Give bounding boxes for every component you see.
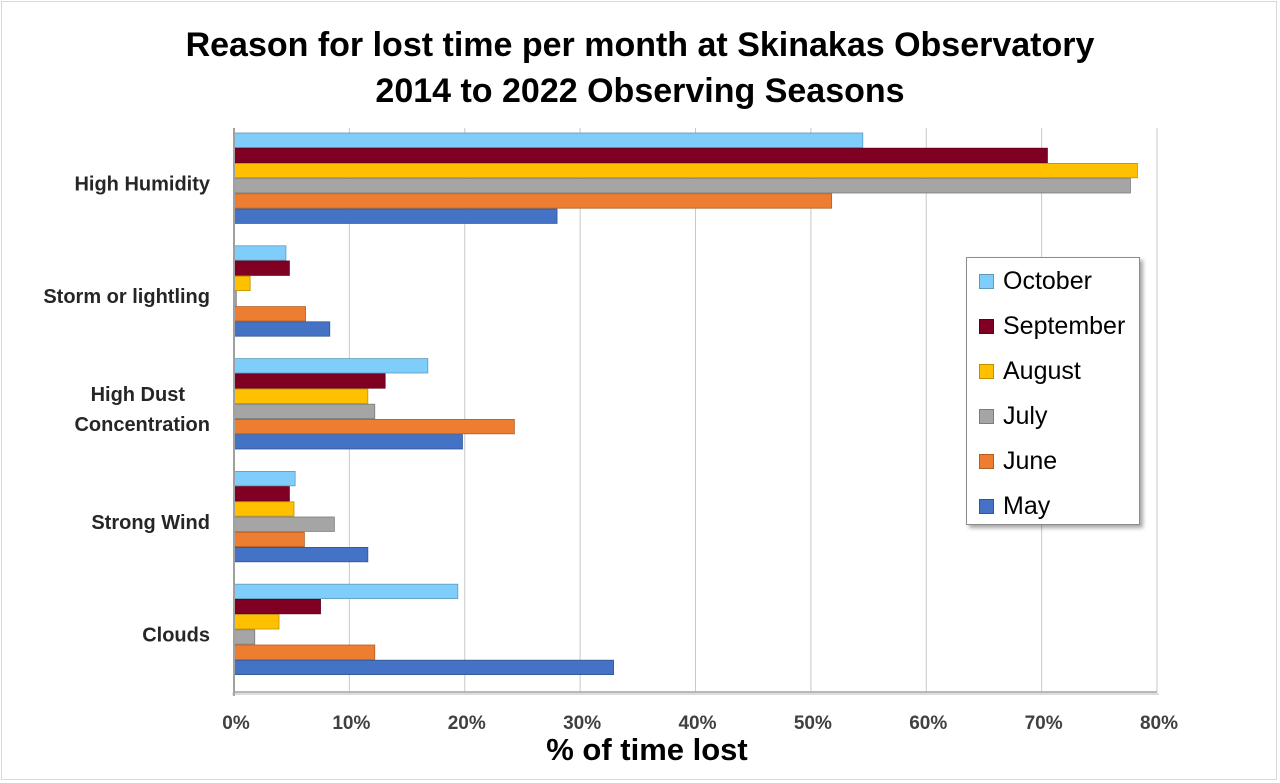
x-tick-label: 60% [909, 713, 947, 734]
bar-september [233, 373, 386, 389]
bar-may [233, 547, 369, 563]
bar-october [233, 470, 296, 487]
category-label: Clouds [142, 625, 210, 647]
legend-label: October [1003, 266, 1092, 295]
legend-item-october: October [979, 266, 1092, 296]
bar-october [233, 132, 864, 148]
x-axis-title: % of time lost [546, 732, 748, 767]
x-tick-label: 40% [678, 713, 716, 734]
axes [232, 128, 1159, 696]
chart-subtitle: 2014 to 2022 Observing Seasons [375, 72, 905, 110]
bar-august [233, 162, 1138, 179]
bar-june [233, 306, 306, 322]
x-tick-label: 0% [222, 713, 250, 734]
legend: October September August July June May [966, 257, 1140, 525]
category-labels: High Humidity Storm or lightling High Dust… [43, 173, 211, 646]
bar-may [233, 208, 558, 224]
bar-june [233, 418, 515, 435]
bar-september [233, 147, 1048, 163]
bar-august [233, 388, 369, 404]
bar-september [233, 486, 290, 502]
bar-june [233, 193, 833, 209]
legend-item-september: September [979, 311, 1125, 341]
x-tick-label: 70% [1025, 713, 1063, 734]
bar-june [233, 531, 305, 548]
x-tick-label: 30% [563, 713, 601, 734]
chart-title: Reason for lost time per month at Skinak… [185, 26, 1095, 64]
legend-item-june: June [979, 446, 1057, 476]
bar-may [233, 659, 614, 676]
bar-september [233, 599, 321, 615]
bar-october [233, 245, 287, 261]
bar-july [233, 516, 335, 532]
legend-label: June [1003, 446, 1058, 475]
legend-swatch [979, 273, 994, 289]
x-tick-labels: 0% 10% 20% 30% 40% 50% 60% 70% 80% [222, 713, 1178, 734]
x-tick-label: 80% [1140, 713, 1178, 734]
legend-label: September [1003, 311, 1126, 340]
x-tick-label: 20% [448, 713, 486, 734]
legend-item-july: July [979, 401, 1047, 431]
bar-august [233, 275, 251, 292]
bar-october [233, 583, 459, 600]
legend-label: May [1003, 491, 1051, 520]
bar-july [233, 403, 376, 420]
bar-september [233, 260, 290, 276]
bar-august [233, 614, 280, 630]
legend-swatch [979, 363, 994, 379]
bar-august [233, 501, 295, 517]
legend-swatch [979, 318, 994, 334]
bar-october [233, 358, 429, 374]
legend-label: August [1003, 356, 1081, 385]
bar-june [233, 644, 376, 660]
category-label: Strong Wind [91, 512, 210, 534]
bar-july [233, 178, 1131, 194]
legend-item-may: May [979, 491, 1050, 521]
category-label: High Humidity [74, 173, 210, 195]
category-label: Storm or lightling [43, 286, 210, 308]
bar-may [233, 434, 463, 450]
legend-swatch [979, 453, 994, 469]
bars [233, 132, 1138, 676]
x-tick-label: 10% [332, 713, 370, 734]
x-tick-label: 50% [794, 713, 832, 734]
legend-item-august: August [979, 356, 1081, 386]
bar-july [233, 629, 256, 645]
bar-may [233, 321, 331, 337]
legend-swatch [979, 408, 994, 424]
legend-label: July [1003, 401, 1048, 430]
legend-swatch [979, 498, 994, 514]
category-label: High Dust Concentration [74, 384, 210, 436]
